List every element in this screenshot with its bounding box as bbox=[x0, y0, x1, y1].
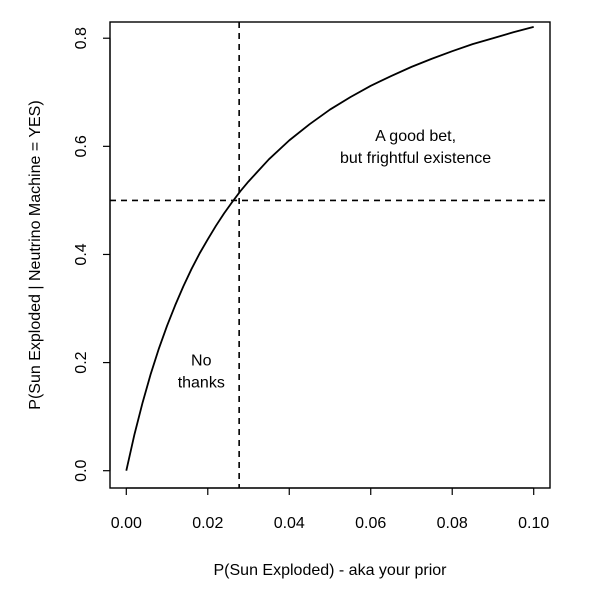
annotation-line: A good bet, bbox=[375, 128, 456, 145]
annotation-text: No thanks bbox=[178, 352, 225, 391]
x-axis-label: P(Sun Exploded) - aka your prior bbox=[214, 562, 448, 579]
annotation-text: A good bet, but frightful existence bbox=[340, 128, 491, 167]
y-tick-label: 0.0 bbox=[73, 459, 90, 481]
y-axis-label: P(Sun Exploded | Neutrino Machine = YES) bbox=[27, 100, 44, 409]
annotation-line: thanks bbox=[178, 374, 225, 391]
x-tick-label: 0.06 bbox=[355, 515, 386, 532]
y-tick-label: 0.2 bbox=[73, 351, 90, 373]
x-tick-label: 0.02 bbox=[192, 515, 223, 532]
annotation-line: No bbox=[191, 352, 212, 369]
annotation-line: but frightful existence bbox=[340, 150, 491, 167]
posterior-curve bbox=[125, 26, 534, 471]
x-tick-label: 0.00 bbox=[111, 515, 142, 532]
x-tick-label: 0.10 bbox=[518, 515, 549, 532]
x-tick-label: 0.08 bbox=[437, 515, 468, 532]
annotations: A good bet, but frightful existence No than… bbox=[178, 128, 492, 391]
plot-frame bbox=[109, 21, 551, 489]
reference-lines bbox=[110, 22, 550, 488]
x-axis: 0.00 0.02 0.04 0.06 0.08 0.10 bbox=[111, 487, 549, 532]
y-tick-label: 0.8 bbox=[73, 27, 90, 49]
y-axis: 0.0 0.2 0.4 0.6 0.8 bbox=[73, 27, 111, 482]
y-tick-label: 0.4 bbox=[73, 243, 90, 265]
y-tick-label: 0.6 bbox=[73, 135, 90, 157]
x-tick-label: 0.04 bbox=[274, 515, 305, 532]
series-layer bbox=[125, 26, 534, 471]
